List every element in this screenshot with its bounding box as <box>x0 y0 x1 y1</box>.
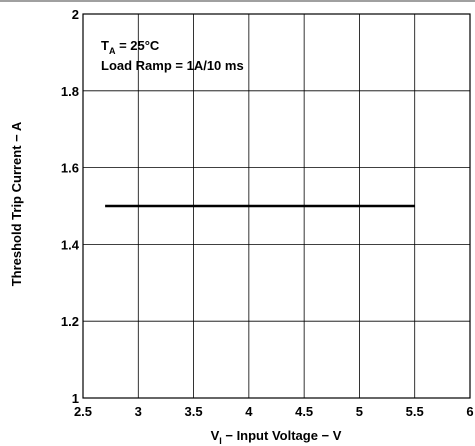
x-tick-label: 6 <box>466 404 473 419</box>
y-axis-title: Threshold Trip Current − A <box>9 121 24 286</box>
x-tick-label: 3.5 <box>185 404 203 419</box>
y-tick-labels: 1 1.2 1.4 1.6 1.8 2 <box>61 7 80 406</box>
y-tick-label: 2 <box>72 7 79 22</box>
y-tick-label: 1.4 <box>61 237 80 252</box>
plot-frame <box>82 13 471 399</box>
y-tick-label: 1 <box>72 391 79 406</box>
x-tick-labels: 2.5 3 3.5 4 4.5 5 5.5 6 <box>74 404 474 419</box>
x-tick-label: 5 <box>356 404 363 419</box>
annotation-load-ramp: Load Ramp = 1A/10 ms <box>101 58 244 73</box>
y-tick-label: 1.8 <box>61 84 79 99</box>
x-tick-label: 5.5 <box>406 404 424 419</box>
x-axis-title: VI − Input Voltage − V <box>211 428 342 446</box>
x-tick-label: 3 <box>135 404 142 419</box>
y-tick-label: 1.6 <box>61 161 79 176</box>
x-tick-label: 4.5 <box>295 404 313 419</box>
y-tick-label: 1.2 <box>61 314 79 329</box>
x-tick-label: 4 <box>245 404 253 419</box>
x-tick-label: 2.5 <box>74 404 92 419</box>
annotation-temperature: TA = 25°C <box>101 38 160 56</box>
